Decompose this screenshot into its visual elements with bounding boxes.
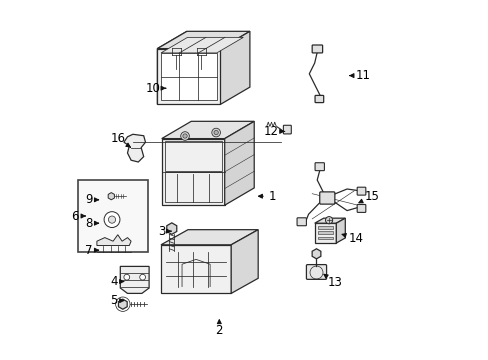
FancyBboxPatch shape [356,187,365,195]
FancyBboxPatch shape [283,125,291,134]
Polygon shape [120,266,149,293]
Text: 2: 2 [215,320,223,337]
Text: 15: 15 [358,190,379,203]
Circle shape [108,216,115,223]
Bar [164,172,222,202]
Polygon shape [97,235,131,246]
Polygon shape [157,31,186,104]
Polygon shape [220,31,249,104]
Text: 12: 12 [264,125,284,138]
Text: 16: 16 [110,132,130,147]
Circle shape [181,132,189,140]
Polygon shape [224,121,254,205]
Polygon shape [123,134,145,162]
Circle shape [214,130,218,135]
FancyBboxPatch shape [356,204,365,212]
Text: 3: 3 [158,225,171,238]
Polygon shape [157,31,249,49]
Polygon shape [161,230,258,245]
Polygon shape [108,193,114,200]
Text: 14: 14 [342,232,363,245]
Text: 1: 1 [258,190,276,203]
Text: 6: 6 [71,210,85,222]
Text: 11: 11 [349,69,370,82]
Bar [317,237,333,239]
Text: 7: 7 [85,244,99,257]
Polygon shape [231,230,258,293]
FancyBboxPatch shape [314,95,323,103]
Polygon shape [161,37,243,53]
Text: 4: 4 [110,275,123,288]
Text: 5: 5 [110,294,123,307]
Polygon shape [157,49,220,104]
FancyBboxPatch shape [319,192,334,204]
Text: 8: 8 [85,217,99,230]
Bar [78,180,148,252]
Circle shape [325,217,332,224]
Polygon shape [162,121,254,139]
Bar [164,141,222,171]
FancyBboxPatch shape [306,265,326,279]
Polygon shape [162,139,224,205]
FancyBboxPatch shape [296,218,306,226]
Circle shape [211,128,220,137]
Text: 10: 10 [145,82,165,95]
Polygon shape [311,249,320,259]
Bar [317,226,333,229]
Polygon shape [166,223,176,234]
Circle shape [123,274,129,280]
Text: 9: 9 [85,193,99,206]
Polygon shape [161,53,216,100]
Bar [317,231,333,234]
Polygon shape [118,299,127,309]
Polygon shape [336,218,345,243]
Polygon shape [314,223,336,243]
FancyBboxPatch shape [314,163,324,171]
Circle shape [104,212,120,228]
Circle shape [140,274,145,280]
Polygon shape [161,245,231,293]
Polygon shape [166,275,251,288]
Polygon shape [314,218,345,223]
Text: 13: 13 [323,274,342,289]
FancyBboxPatch shape [311,45,322,53]
Circle shape [183,134,187,138]
